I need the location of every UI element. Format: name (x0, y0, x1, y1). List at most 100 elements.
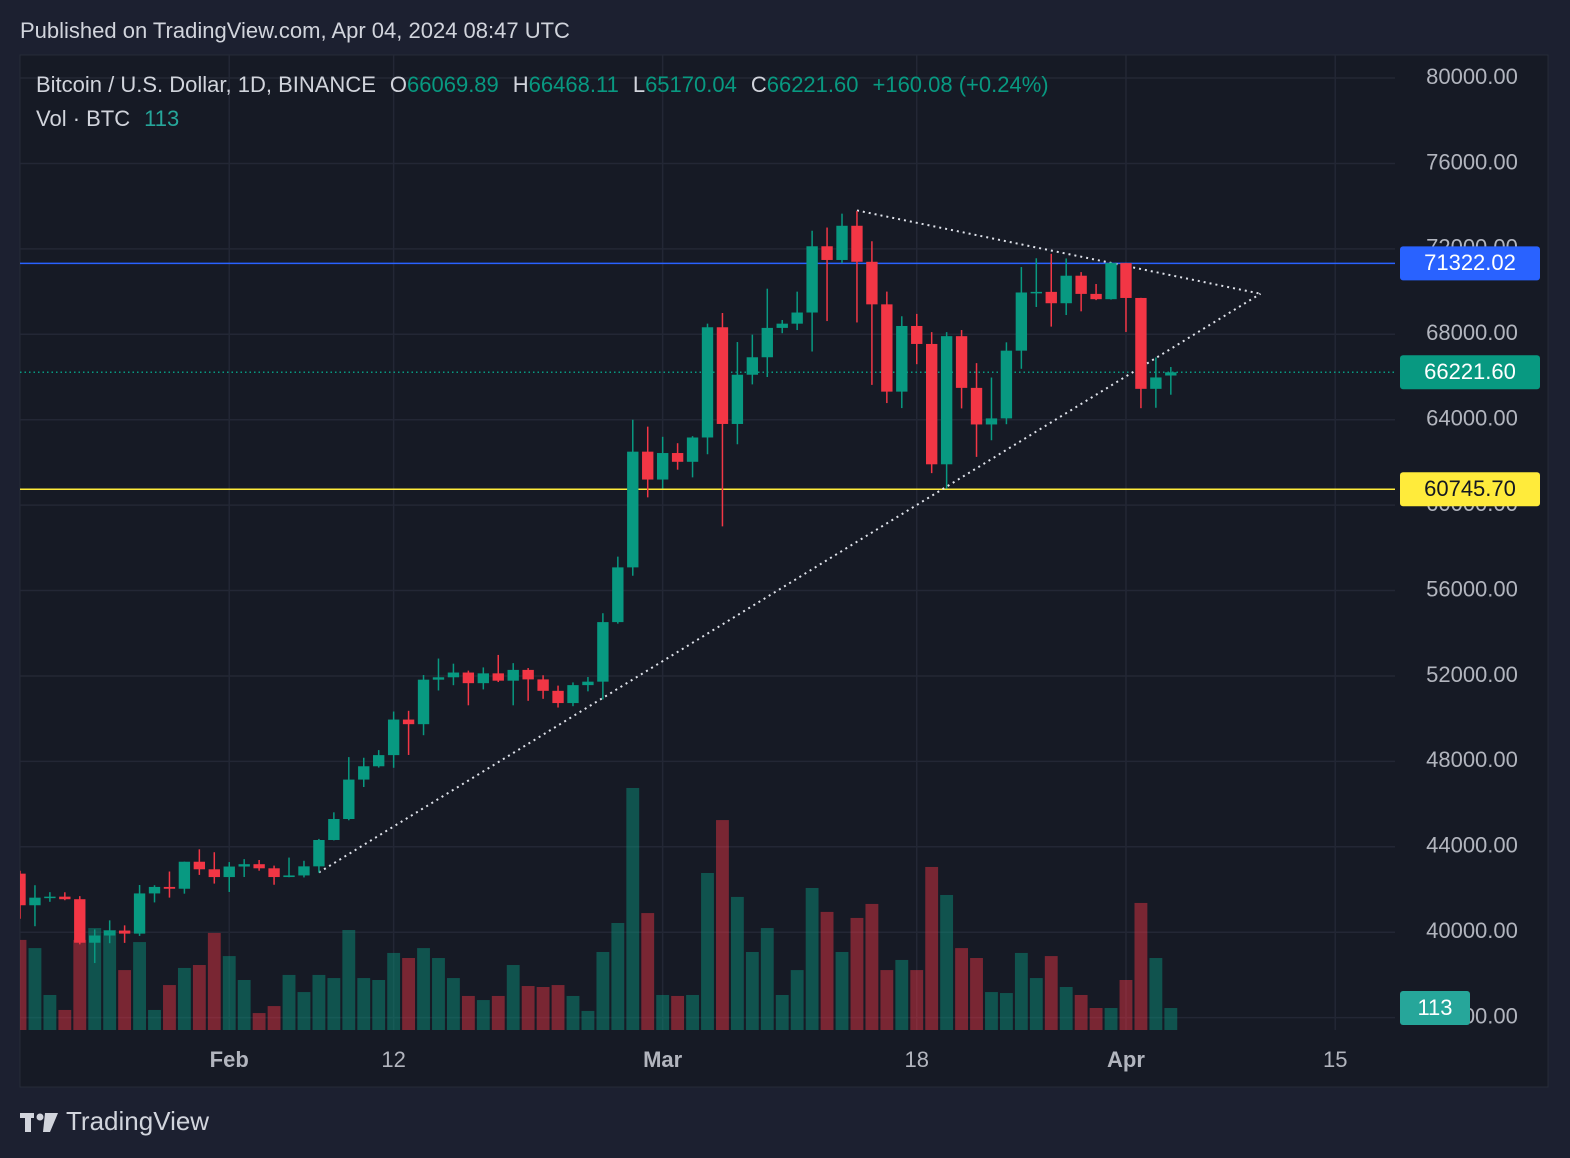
last-price-box (1400, 355, 1540, 390)
candle-body (791, 312, 803, 324)
volume-bar (1104, 1008, 1118, 1030)
candle-body (148, 886, 161, 894)
volume-bar (760, 928, 774, 1030)
y-tick-label: 44000.00 (1426, 833, 1518, 858)
candle-body (253, 864, 265, 869)
candle-body (701, 327, 714, 438)
volume-bar (1074, 994, 1088, 1030)
candle-body (193, 861, 206, 870)
candle-body (89, 935, 101, 943)
price-line-box (1400, 472, 1540, 507)
candle-body (313, 839, 325, 867)
candle-body (59, 896, 71, 900)
price-line-label: 71322.02 (1424, 250, 1516, 275)
candle-body (686, 437, 699, 462)
volume-bar (28, 948, 42, 1030)
candle-body (74, 899, 86, 943)
volume-bar (730, 896, 744, 1030)
candle-body (881, 304, 893, 392)
volume-bar (297, 992, 311, 1030)
volume-bar (1164, 1008, 1178, 1030)
trendline (318, 292, 1262, 874)
y-tick-label: 80000.00 (1426, 64, 1518, 89)
candle-body (612, 567, 624, 623)
candle-body (492, 673, 504, 681)
volume-bar (1119, 980, 1133, 1030)
candle-body (358, 766, 370, 780)
candle-body (851, 225, 863, 262)
volume-bar (701, 872, 714, 1030)
volume-bar (192, 965, 206, 1030)
candle-body (387, 719, 400, 756)
y-tick-label: 64000.00 (1426, 406, 1518, 431)
volume-bar (506, 965, 520, 1030)
x-tick-label: Feb (210, 1047, 249, 1072)
volume-bar (835, 951, 849, 1030)
volume-legend: Vol · BTC 113 (36, 106, 179, 131)
volume-bar (237, 980, 251, 1030)
volume-bar (387, 952, 401, 1030)
y-tick-label: 68000.00 (1426, 320, 1518, 345)
volume-bar (103, 930, 117, 1030)
volume-bar (865, 903, 879, 1030)
x-tick-label: Apr (1107, 1047, 1145, 1072)
volume-bar (970, 958, 983, 1030)
volume-bar (357, 978, 371, 1030)
candle-body (746, 357, 759, 375)
volume-bar (312, 974, 326, 1030)
volume-value-box (1400, 991, 1470, 1025)
volume-bar (775, 994, 789, 1030)
volume-bar (58, 1009, 72, 1030)
candle-body (373, 755, 385, 767)
volume-bar (148, 1009, 161, 1030)
candle-body (208, 869, 220, 878)
volume-bar (1029, 978, 1043, 1030)
legend-key: O (390, 72, 407, 97)
legend-key: L (633, 72, 645, 97)
candle-body (582, 681, 594, 686)
legend-key: H (513, 72, 529, 97)
volume-bar (521, 986, 535, 1030)
legend-value: 66468.11 (529, 72, 619, 97)
volume-bar (641, 913, 655, 1030)
candle-body (477, 673, 489, 684)
candle-body (462, 672, 475, 684)
volume-value-label: 113 (1417, 995, 1452, 1020)
candle-body (567, 685, 579, 704)
volume-bar (207, 932, 221, 1030)
y-tick-label: 56000.00 (1426, 576, 1518, 601)
volume-bar (671, 995, 685, 1030)
legend-value: 66069.89 (407, 72, 499, 97)
y-tick-label: 48000.00 (1426, 747, 1518, 772)
y-tick-label: 76000.00 (1426, 149, 1518, 174)
volume-bar (43, 994, 57, 1030)
volume-bar (940, 894, 954, 1030)
volume-bar (985, 992, 998, 1030)
candle-body (955, 336, 968, 388)
candle-body (1150, 377, 1162, 389)
legend-change: +160.08 (+0.24%) (872, 72, 1048, 97)
volume-bar (536, 987, 550, 1030)
volume-bar (686, 994, 699, 1030)
volume-bar (342, 930, 356, 1030)
volume-bar (88, 928, 102, 1030)
candle-body (20, 873, 26, 906)
volume-bar (805, 887, 819, 1030)
legend-value: 66221.60 (767, 72, 859, 97)
volume-bar (626, 787, 640, 1030)
x-tick-label: Mar (643, 1047, 683, 1072)
candle-body (911, 325, 923, 344)
candle-body (537, 679, 549, 691)
volume-bar (1059, 987, 1073, 1030)
candle-body (1135, 297, 1147, 389)
volume-bar (880, 970, 894, 1030)
volume-bar (327, 978, 341, 1030)
candle-body (223, 866, 235, 878)
price-line-label: 60745.70 (1424, 476, 1516, 501)
volume-bar (925, 866, 939, 1030)
brand-name: TradingView (66, 1106, 209, 1136)
volume-bar (910, 970, 924, 1030)
candle-body (268, 868, 280, 878)
candle-body (642, 451, 654, 480)
